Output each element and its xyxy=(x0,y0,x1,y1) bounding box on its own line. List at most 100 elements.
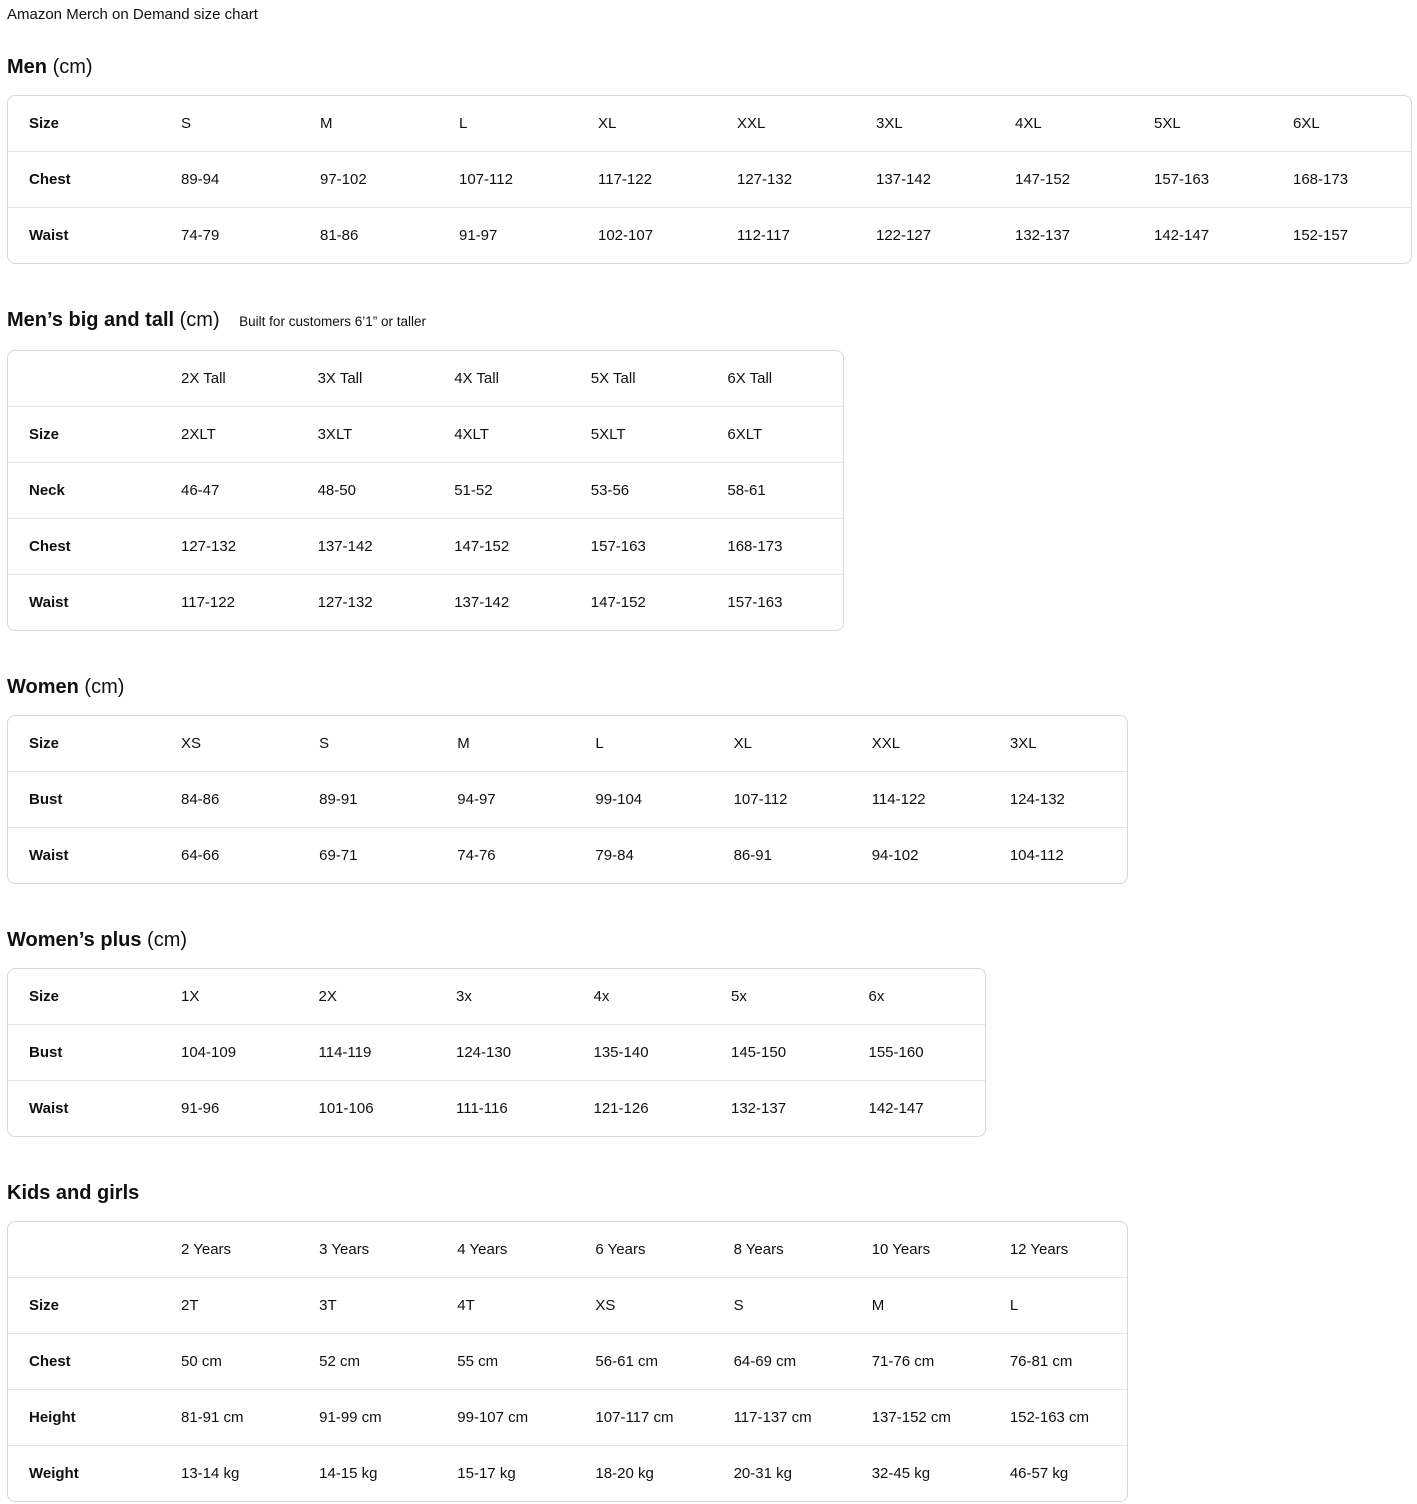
table-row: Size 1X 2X 3x 4x 5x 6x xyxy=(8,969,985,1024)
cell-value: 104-109 xyxy=(160,1024,298,1080)
row-label: Size xyxy=(29,114,60,132)
cell-value: 20-31 kg xyxy=(712,1445,851,1501)
section-men: Men (cm) Size S M L XL XXL 3XL 4XL 5XL 6XL Chest 89… xyxy=(7,54,1414,264)
cell-value: M xyxy=(457,734,470,752)
cell-value: 99-104 xyxy=(574,771,713,827)
cell-value: 1X xyxy=(181,987,200,1005)
section-women-heading: Women (cm) xyxy=(7,674,1414,700)
cell-value: XS xyxy=(181,734,202,752)
section-heading-text: Women’s plus xyxy=(7,929,142,951)
section-kids-heading: Kids and girls xyxy=(7,1180,1414,1206)
section-subtitle: Built for customers 6’1” or taller xyxy=(239,314,426,329)
row-label: Size xyxy=(8,1277,160,1333)
row-label: Bust xyxy=(8,1024,160,1080)
cell-value: 5XLT xyxy=(569,406,707,462)
cell-value: 76-81 cm xyxy=(988,1333,1127,1389)
cell-value: 8 Years xyxy=(733,1240,784,1258)
table-row: Waist 74-79 81-86 91-97 102-107 112-117 122-12… xyxy=(8,207,1411,263)
cell-value: 135-140 xyxy=(572,1024,710,1080)
cell-value: 5X Tall xyxy=(590,369,636,387)
row-label: Waist xyxy=(8,1080,160,1136)
section-unit-label: (cm) xyxy=(147,929,188,951)
cell-value: 46-47 xyxy=(160,462,297,518)
cell-value: 111-116 xyxy=(435,1080,573,1136)
cell-value: 89-94 xyxy=(160,151,299,207)
cell-value: L xyxy=(459,114,468,132)
cell-value: 91-99 cm xyxy=(298,1389,437,1445)
section-unit-label: (cm) xyxy=(52,56,93,78)
cell-value: 124-130 xyxy=(435,1024,573,1080)
table-row: 2 Years 3 Years 4 Years 6 Years 8 Years 10 Ye… xyxy=(8,1222,1127,1277)
table-row: Waist 117-122 127-132 137-142 147-152 157-163 xyxy=(8,574,843,630)
row-label: Waist xyxy=(8,207,160,263)
cell-value: 32-45 kg xyxy=(850,1445,989,1501)
cell-value: 117-122 xyxy=(160,574,297,630)
row-label: Waist xyxy=(8,574,160,630)
section-womens-plus: Women’s plus (cm) Size 1X 2X 3x 4x 5x 6x Bust 10… xyxy=(7,927,1414,1137)
section-mens-big-and-tall: Men’s big and tall (cm) Built for custom… xyxy=(7,307,1414,631)
table-row: 2X Tall 3X Tall 4X Tall 5X Tall 6X Tall xyxy=(8,351,843,406)
page-title: Amazon Merch on Demand size chart xyxy=(7,6,258,23)
cell-value: XXL xyxy=(737,114,766,132)
cell-value: 3XLT xyxy=(296,406,434,462)
table-row: Chest 89-94 97-102 107-112 117-122 127-132 137… xyxy=(8,151,1411,207)
cell-value: 99-107 cm xyxy=(436,1389,575,1445)
cell-value: 2X Tall xyxy=(181,369,226,387)
cell-value: 157-163 xyxy=(1133,151,1272,207)
cell-value: 2 Years xyxy=(181,1240,232,1258)
cell-value: 137-142 xyxy=(296,518,434,574)
cell-value: 79-84 xyxy=(574,827,713,883)
row-label: Weight xyxy=(8,1445,160,1501)
table-row: Size XS S M L XL XXL 3XL xyxy=(8,716,1127,771)
cell-value: 102-107 xyxy=(577,207,716,263)
cell-value: XL xyxy=(598,114,617,132)
table-row: Waist 64-66 69-71 74-76 79-84 86-91 94-102 104-… xyxy=(8,827,1127,883)
cell-value: 91-96 xyxy=(160,1080,298,1136)
cell-value: 5x xyxy=(731,987,747,1005)
cell-value: 132-137 xyxy=(710,1080,848,1136)
cell-value: 74-76 xyxy=(436,827,575,883)
section-womens-plus-heading: Women’s plus (cm) xyxy=(7,927,1414,953)
cell-value: 2T xyxy=(160,1277,299,1333)
row-label: Chest xyxy=(8,151,160,207)
table-row: Waist 91-96 101-106 111-116 121-126 132-137 14… xyxy=(8,1080,985,1136)
cell-value: 55 cm xyxy=(436,1333,575,1389)
cell-value: 152-163 cm xyxy=(988,1389,1127,1445)
section-unit-label: (cm) xyxy=(179,309,220,331)
cell-value: 157-163 xyxy=(569,518,707,574)
cell-value: 3XL xyxy=(1009,734,1037,752)
cell-value: 50 cm xyxy=(160,1333,299,1389)
cell-value: 114-119 xyxy=(297,1024,435,1080)
cell-value: 84-86 xyxy=(160,771,299,827)
row-label: Height xyxy=(8,1389,160,1445)
cell-value: 142-147 xyxy=(1133,207,1272,263)
section-big-tall-heading: Men’s big and tall (cm) Built for custom… xyxy=(7,307,1414,335)
cell-value: 127-132 xyxy=(716,151,855,207)
cell-value: 46-57 kg xyxy=(988,1445,1127,1501)
cell-value: 112-117 xyxy=(716,207,855,263)
cell-value: 147-152 xyxy=(994,151,1133,207)
cell-value: 6XL xyxy=(1293,114,1320,132)
section-heading-text: Men’s big and tall xyxy=(7,309,175,331)
cell-value: 10 Years xyxy=(871,1240,931,1258)
cell-value: 51-52 xyxy=(433,462,570,518)
cell-value: 107-112 xyxy=(712,771,851,827)
table-row: Size 2XLT 3XLT 4XLT 5XLT 6XLT xyxy=(8,406,843,462)
cell-value: 4 Years xyxy=(457,1240,508,1258)
cell-value: XXL xyxy=(871,734,901,752)
kids-and-girls-size-table: 2 Years 3 Years 4 Years 6 Years 8 Years 10 Ye… xyxy=(7,1221,1128,1502)
cell-value: 117-137 cm xyxy=(712,1389,851,1445)
cell-value: 124-132 xyxy=(988,771,1127,827)
cell-value: L xyxy=(595,734,604,752)
cell-value: 168-173 xyxy=(706,518,843,574)
cell-value: 97-102 xyxy=(299,151,438,207)
section-heading-text: Men xyxy=(7,56,47,78)
cell-value: 137-142 xyxy=(855,151,994,207)
cell-value: 3XL xyxy=(876,114,903,132)
cell-value: 121-126 xyxy=(572,1080,710,1136)
table-row: Chest 127-132 137-142 147-152 157-163 168-173 xyxy=(8,518,843,574)
table-row: Chest 50 cm 52 cm 55 cm 56-61 cm 64-69 cm 71-7… xyxy=(8,1333,1127,1389)
row-label: Chest xyxy=(8,1333,160,1389)
cell-value: 137-152 cm xyxy=(850,1389,989,1445)
